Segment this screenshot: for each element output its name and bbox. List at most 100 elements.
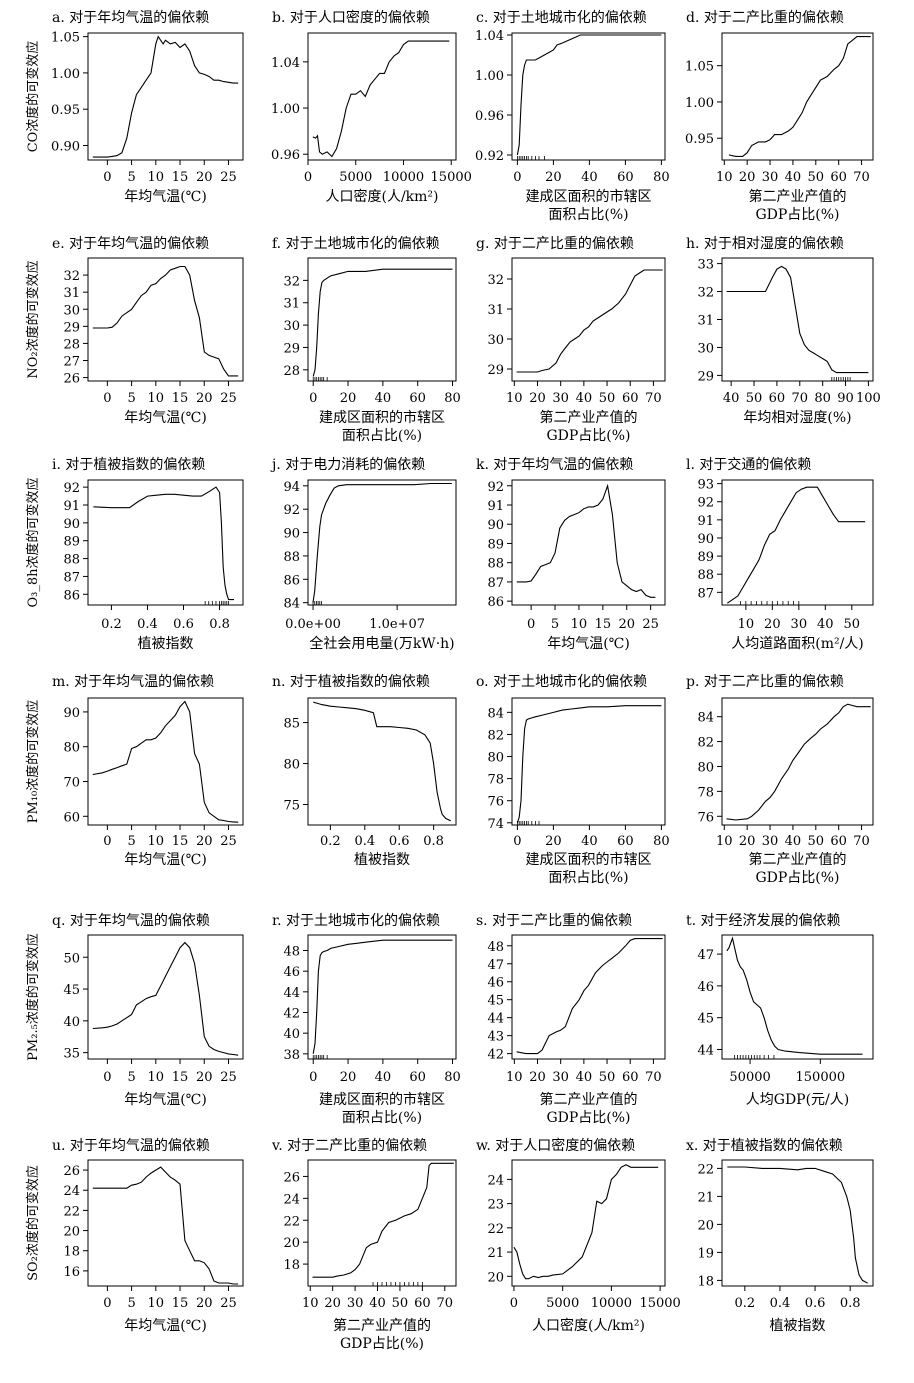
y-tick-label: 88 — [697, 568, 714, 583]
x-axis-label: 面积占比(%) — [548, 870, 628, 886]
panel-l: l. 对于交通的偏依赖 87 88 89 90 91 92 93 10 20 30 40 50 人均道路面… — [686, 456, 874, 652]
panel-h: h. 对于相对湿度的偏依赖 29 30 31 32 33 40 50 60 70 80 90 100 年均… — [686, 236, 881, 426]
x-tick-label: 10000 — [591, 1296, 632, 1311]
x-tick-label: 15000 — [431, 170, 472, 185]
y-tick-label: 48 — [283, 945, 300, 960]
x-tick-label: 70 — [853, 834, 870, 849]
panel-u: u. 对于年均气温的偏依赖 16 18 20 22 24 26 0 5 10 15 20 25 年均气温(… — [25, 1138, 244, 1334]
x-tick-label: 100 — [856, 391, 881, 406]
x-tick-label: 20 — [196, 170, 213, 185]
plot-frame — [511, 934, 666, 1060]
panel-d: d. 对于二产比重的偏依赖 0.95 1.00 1.05 10 20 30 40 50 60 70 第… — [685, 10, 874, 223]
series-line — [313, 701, 452, 822]
panel-e: e. 对于年均气温的偏依赖 26 27 28 29 30 31 32 0 5 10 15 20 25 年均气… — [25, 236, 244, 426]
series-line — [516, 34, 662, 156]
y-tick-label: 27 — [63, 355, 80, 370]
y-tick-label: 90 — [487, 518, 504, 533]
y-tick-label: 47 — [697, 948, 714, 963]
x-tick-label: 30 — [762, 170, 779, 185]
panel-f: f. 对于土地城市化的偏依赖 28 29 30 31 32 0 20 40 60 80 建成区面积的市… — [272, 235, 461, 444]
x-tick-label: 40 — [817, 617, 834, 632]
panel-p: p. 对于二产比重的偏依赖 76 78 80 82 84 10 20 30 40 50 60 70 第二产… — [686, 674, 874, 886]
series-line — [92, 941, 239, 1056]
x-axis-label: 建成区面积的市辖区 — [526, 188, 652, 205]
plot-frame — [307, 257, 457, 382]
y-tick-label: 26 — [63, 372, 80, 387]
x-tick-label: 1.0e+07 — [369, 617, 425, 632]
x-tick-label: 0.6 — [389, 834, 410, 849]
series-line — [93, 486, 234, 601]
x-tick-label: 0.4 — [770, 1296, 791, 1311]
x-axis-label: 人口密度(人/km²) — [532, 1317, 645, 1334]
x-tick-label: 60 — [414, 1296, 431, 1311]
y-axis-label: PM₂.₅浓度的可变效应 — [25, 933, 41, 1061]
y-tick-label: 43 — [487, 1030, 504, 1045]
plot-frame — [511, 32, 666, 161]
y-tick-label: 24 — [63, 1184, 80, 1199]
x-tick-label: 25 — [220, 170, 237, 185]
x-tick-label: 0.8 — [840, 1296, 861, 1311]
x-tick-label: 0 — [309, 1070, 317, 1085]
y-tick-label: 76 — [697, 810, 714, 825]
y-tick-label: 20 — [283, 1236, 300, 1251]
panel-title: s. 对于二产比重的偏依赖 — [476, 913, 632, 929]
y-tick-label: 21 — [487, 1246, 504, 1261]
y-tick-label: 40 — [63, 1015, 80, 1030]
x-tick-label: 20 — [739, 170, 756, 185]
x-axis-label: 第二产业产值的 — [749, 851, 847, 868]
x-tick-label: 30 — [347, 1296, 364, 1311]
series-line — [727, 1166, 868, 1284]
y-tick-label: 35 — [63, 1047, 80, 1062]
x-tick-label: 0.2 — [734, 1296, 755, 1311]
x-tick-label: 60 — [830, 834, 847, 849]
x-tick-label: 150000 — [796, 1070, 846, 1085]
panel-g: g. 对于二产比重的偏依赖 29 30 31 32 10 20 30 40 50 60 70 第二产业产… — [476, 236, 666, 444]
y-tick-label: 1.05 — [51, 31, 80, 46]
x-axis-label: GDP占比(%) — [755, 870, 839, 886]
x-tick-label: 0 — [304, 170, 312, 185]
x-axis-label: 人口密度(人/km²) — [325, 188, 438, 205]
x-tick-label: 40 — [375, 391, 392, 406]
x-tick-label: 60 — [409, 1070, 426, 1085]
x-axis-label: 植被指数 — [354, 852, 410, 868]
x-tick-label: 10 — [148, 1070, 165, 1085]
x-axis-label: 年均气温(℃) — [124, 189, 207, 205]
plot-frame — [721, 479, 874, 606]
panel-title: p. 对于二产比重的偏依赖 — [686, 674, 844, 690]
x-tick-label: 25 — [642, 617, 659, 632]
x-tick-label: 15 — [172, 834, 189, 849]
series-line — [312, 939, 453, 1054]
y-tick-label: 0.90 — [51, 139, 80, 154]
y-tick-label: 86 — [487, 595, 504, 610]
panel-s: s. 对于二产比重的偏依赖 42 43 44 45 46 47 48 10 20 30 40 50 60 7… — [476, 913, 666, 1126]
y-tick-label: 90 — [283, 527, 300, 542]
x-tick-label: 20 — [529, 1070, 546, 1085]
panel-title: a. 对于年均气温的偏依赖 — [52, 10, 209, 26]
plot-frame — [307, 934, 457, 1060]
y-tick-label: 84 — [487, 706, 504, 721]
x-tick-label: 40 — [785, 170, 802, 185]
x-tick-label: 50 — [599, 391, 616, 406]
x-tick-label: 50 — [599, 1070, 616, 1085]
y-tick-label: 18 — [697, 1274, 714, 1289]
x-tick-label: 40 — [723, 391, 740, 406]
panel-title: n. 对于植被指数的偏依赖 — [272, 674, 430, 690]
x-tick-label: 10 — [302, 1296, 319, 1311]
y-tick-label: 29 — [697, 369, 714, 384]
panel-title: q. 对于年均气温的偏依赖 — [52, 913, 210, 929]
x-axis-label: 年均气温(℃) — [124, 852, 207, 868]
panel-title: h. 对于相对湿度的偏依赖 — [686, 236, 844, 252]
y-tick-label: 0.96 — [271, 148, 300, 163]
x-tick-label: 5 — [127, 1296, 135, 1311]
y-tick-label: 42 — [283, 1007, 300, 1022]
plot-frame — [721, 32, 874, 161]
x-tick-label: 20 — [739, 834, 756, 849]
x-tick-label: 0.2 — [101, 617, 122, 632]
panel-title: g. 对于二产比重的偏依赖 — [476, 236, 634, 252]
x-axis-label: 全社会用电量(万kW·h) — [309, 635, 454, 652]
panel-x: x. 对于植被指数的偏依赖 18 19 20 21 22 0.2 0.4 0.6 0.8 植被指数 — [686, 1138, 874, 1334]
y-tick-label: 22 — [697, 1162, 714, 1177]
x-axis-label: 年均气温(℃) — [124, 410, 207, 426]
x-tick-label: 5 — [551, 617, 559, 632]
panel-w: w. 对于人口密度的偏依赖 20 21 22 23 24 0 5000 10000 15000 人口… — [476, 1137, 681, 1334]
